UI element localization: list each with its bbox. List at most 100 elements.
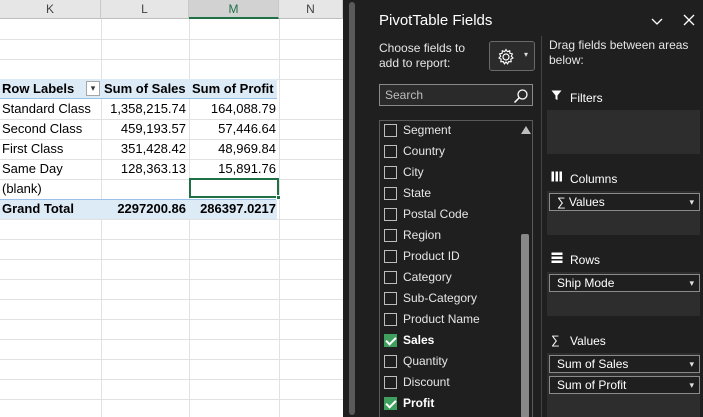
scroll-up-arrow-icon[interactable] — [521, 126, 531, 134]
pivot-row-label[interactable]: First Class — [2, 141, 64, 156]
gridline — [0, 119, 343, 120]
field-label: Quantity — [403, 354, 448, 368]
field-label: State — [403, 186, 432, 200]
field-checkbox[interactable] — [384, 187, 397, 200]
pivot-header-sum-of-sales[interactable]: Sum of Sales — [104, 81, 186, 96]
columns-icon — [551, 171, 563, 185]
field-item-segment[interactable]: Segment — [380, 121, 516, 141]
search-placeholder: Search — [385, 88, 424, 102]
pivot-row-sales[interactable]: 1,358,215.74 — [110, 101, 186, 116]
field-checkbox[interactable] — [384, 292, 397, 305]
field-search-input[interactable]: Search — [379, 84, 533, 106]
pivot-row-label[interactable]: Second Class — [2, 121, 83, 136]
grand-total-sales[interactable]: 2297200.86 — [117, 201, 186, 216]
gridline — [0, 299, 343, 300]
pivot-row-sales[interactable] — [101, 179, 189, 199]
pivot-row-label[interactable]: Same Day — [2, 161, 63, 176]
pivot-row-profit[interactable]: 15,891.76 — [218, 161, 276, 176]
gridline — [0, 359, 343, 360]
columns-area-label: Columns — [570, 172, 618, 186]
field-label: Product Name — [403, 312, 480, 326]
field-checkbox[interactable] — [384, 355, 397, 368]
pivot-header-row-labels[interactable]: Row Labels — [2, 81, 75, 96]
spreadsheet-grid[interactable]: K L M N Row Labels ▾ Sum of Sales Sum of… — [0, 0, 343, 417]
columns-values-chip[interactable]: ∑ Values ▾ — [549, 193, 700, 211]
chevron-down-icon[interactable]: ▾ — [689, 380, 694, 390]
pane-splitter[interactable] — [343, 0, 361, 417]
field-checkbox[interactable] — [384, 313, 397, 326]
field-item-state[interactable]: State — [380, 183, 516, 204]
values-sum-of-sales-chip[interactable]: Sum of Sales ▾ — [549, 355, 700, 373]
row-labels-filter-button[interactable]: ▾ — [86, 81, 100, 96]
chevron-down-icon[interactable]: ▾ — [689, 197, 694, 207]
chevron-down-icon[interactable]: ▾ — [689, 359, 694, 369]
field-label: Product ID — [403, 249, 460, 263]
field-item-profit[interactable]: Profit — [380, 393, 516, 414]
field-label: City — [403, 165, 424, 179]
field-item-region[interactable]: Region — [380, 225, 516, 246]
close-icon[interactable] — [679, 11, 699, 31]
field-checkbox-checked[interactable] — [384, 334, 397, 347]
field-checkbox[interactable] — [384, 271, 397, 284]
field-checkbox[interactable] — [384, 166, 397, 179]
grand-total-profit[interactable]: 286397.0217 — [200, 201, 276, 216]
field-checkbox[interactable] — [384, 250, 397, 263]
field-list-scrollbar[interactable] — [517, 121, 532, 417]
field-list-settings-button[interactable]: ▾ — [489, 41, 535, 71]
field-checkbox[interactable] — [384, 145, 397, 158]
column-header-l[interactable]: L — [101, 0, 189, 19]
gridline — [0, 319, 343, 320]
field-checkbox[interactable] — [384, 376, 397, 389]
splitter-bar[interactable] — [349, 2, 355, 415]
pivot-header-sum-of-profit[interactable]: Sum of Profit — [192, 81, 274, 96]
field-item-category[interactable]: Category — [380, 267, 516, 288]
field-checkbox-checked[interactable] — [384, 397, 397, 410]
field-checkbox[interactable] — [384, 208, 397, 221]
chevron-down-icon: ▾ — [523, 50, 528, 59]
column-header-n[interactable]: N — [279, 0, 343, 19]
filters-drop-zone[interactable] — [547, 110, 700, 154]
pivot-row-sales[interactable]: 351,428.42 — [120, 141, 186, 156]
column-header-m[interactable]: M — [189, 0, 279, 19]
pivot-row-profit[interactable]: 48,969.84 — [218, 141, 276, 156]
gridline — [0, 279, 343, 280]
gridline — [0, 259, 343, 260]
column-header-k[interactable]: K — [0, 0, 101, 19]
field-item-sub-category[interactable]: Sub-Category — [380, 288, 516, 309]
field-label: Category — [403, 270, 452, 284]
pane-title: PivotTable Fields — [379, 12, 493, 29]
chevron-down-icon[interactable]: ▾ — [689, 278, 694, 288]
pivot-row-profit[interactable]: 164,088.79 — [210, 101, 276, 116]
field-item-quantity[interactable]: Quantity — [380, 351, 516, 372]
pane-options-chevron-icon[interactable] — [647, 11, 667, 31]
field-label: Profit — [403, 396, 435, 410]
field-checkbox[interactable] — [384, 124, 397, 137]
field-item-postal-code[interactable]: Postal Code — [380, 204, 516, 225]
field-list[interactable]: Segment Country City State Postal Code R… — [379, 120, 533, 417]
active-cell-selection[interactable] — [189, 178, 279, 198]
field-item-sales[interactable]: Sales — [380, 330, 516, 351]
pivot-row-label[interactable]: (blank) — [2, 181, 42, 196]
grand-total-label[interactable]: Grand Total — [2, 201, 74, 216]
field-label: Sales — [403, 333, 435, 347]
field-item-product-id[interactable]: Product ID — [380, 246, 516, 267]
pivot-row-sales[interactable]: 459,193.57 — [120, 121, 186, 136]
gridline — [0, 339, 343, 340]
field-item-country[interactable]: Country — [380, 141, 516, 162]
field-item-city[interactable]: City — [380, 162, 516, 183]
pivot-row-label[interactable]: Standard Class — [2, 101, 91, 116]
rows-ship-mode-chip[interactable]: Ship Mode ▾ — [549, 274, 700, 292]
gridline — [0, 39, 343, 40]
field-checkbox[interactable] — [384, 229, 397, 242]
pivot-row-profit[interactable]: 57,446.64 — [218, 121, 276, 136]
scrollbar-thumb[interactable] — [521, 234, 529, 417]
pivot-row-sales[interactable]: 128,363.13 — [120, 161, 186, 176]
column-header-row: K L M N — [0, 0, 343, 19]
values-sum-of-profit-chip[interactable]: Sum of Profit ▾ — [549, 376, 700, 394]
drag-fields-label: Drag fields between areas below: — [549, 38, 689, 67]
gridline — [279, 19, 280, 417]
field-item-discount[interactable]: Discount — [380, 372, 516, 393]
field-item-product-name[interactable]: Product Name — [380, 309, 516, 330]
fill-handle[interactable] — [276, 195, 281, 200]
pivot-header-band — [0, 79, 277, 99]
